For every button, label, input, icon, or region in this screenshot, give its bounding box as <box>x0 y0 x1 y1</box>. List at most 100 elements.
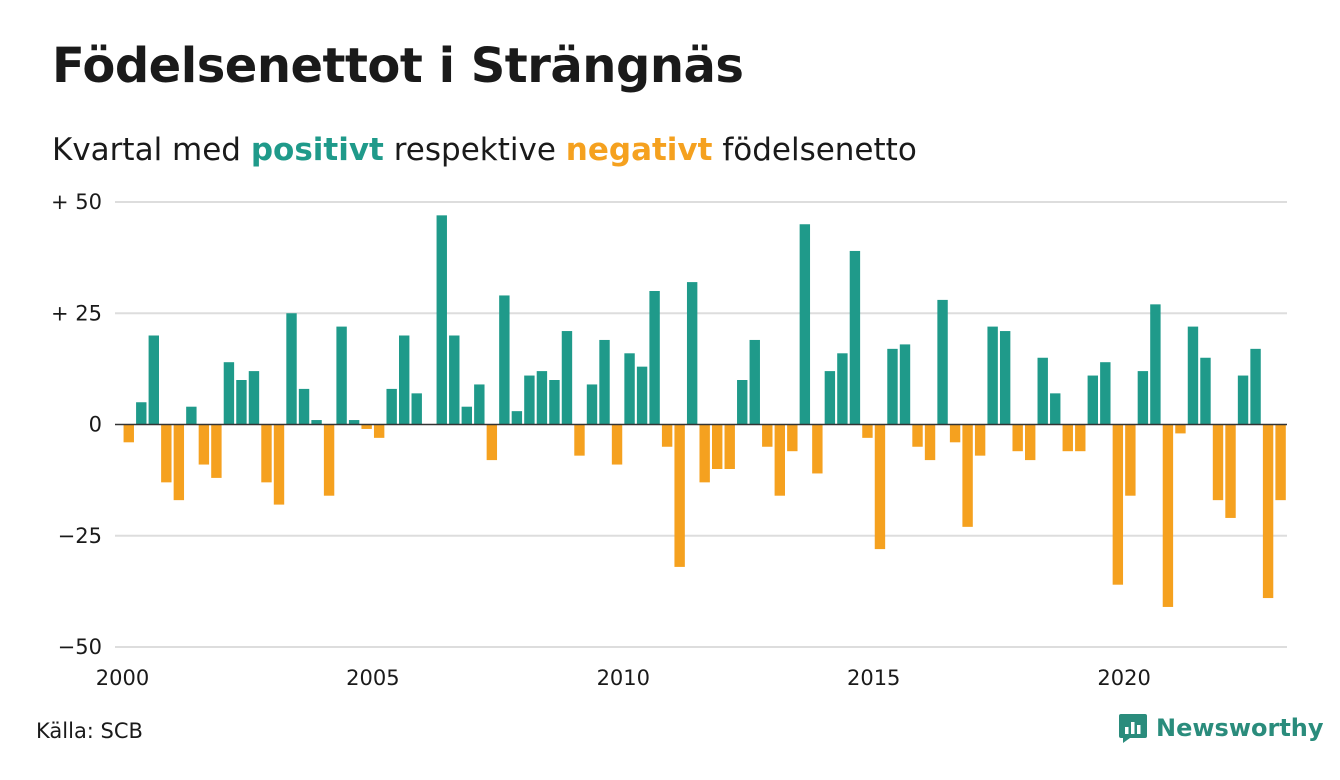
subtitle-negative-keyword: negativt <box>565 132 713 168</box>
bar-positive <box>386 388 397 425</box>
bar-negative <box>712 424 723 469</box>
bar-positive <box>636 366 648 425</box>
bar-positive <box>436 215 447 425</box>
bar-positive <box>737 380 748 425</box>
bar-negative <box>1162 424 1174 607</box>
bar-negative <box>862 424 873 438</box>
bar-positive <box>849 250 861 425</box>
bar-positive <box>311 420 322 425</box>
bar-negative <box>323 424 335 496</box>
bar-positive <box>524 375 535 425</box>
bar-negative <box>1062 424 1073 452</box>
bar-positive <box>1150 304 1161 425</box>
newsworthy-logo-icon <box>1119 714 1147 743</box>
bar-negative <box>1012 424 1023 452</box>
bar-negative <box>762 424 773 447</box>
bar-negative <box>1125 424 1136 496</box>
bar-negative <box>661 424 673 447</box>
bar-positive <box>449 335 460 425</box>
bar-positive <box>499 295 510 425</box>
bar-positive <box>148 335 159 425</box>
bar-negative <box>912 424 923 447</box>
chart-subtitle: Kvartal med positivt respektive negativt… <box>52 132 917 168</box>
brand-logo: Newsworthy <box>1118 712 1324 744</box>
bar-positive <box>549 380 560 425</box>
bar-positive <box>749 339 760 425</box>
bar-positive <box>186 406 197 425</box>
y-tick-label: + 50 <box>51 190 102 214</box>
bar-negative <box>1212 424 1224 501</box>
bar-positive <box>649 291 660 425</box>
bar-positive <box>286 313 297 425</box>
bar-positive <box>837 353 848 425</box>
y-tick-label: −50 <box>58 635 102 659</box>
subtitle-prefix: Kvartal med <box>52 132 251 168</box>
bar-positive <box>536 371 548 425</box>
bar-negative <box>1275 424 1286 501</box>
bar-negative <box>161 424 172 483</box>
bar-positive <box>899 344 911 425</box>
bar-negative <box>211 424 222 478</box>
y-axis-labels: + 50 + 25 0 −25 −50 <box>51 190 102 659</box>
bar-positive <box>411 393 422 425</box>
bar-negative <box>962 424 973 527</box>
bar-negative <box>611 424 623 465</box>
bar-chart: + 50 + 25 0 −25 −50 2000 2005 2010 2015 2020 <box>51 190 1287 690</box>
bars <box>123 215 1286 607</box>
bar-negative <box>724 424 735 469</box>
bar-negative <box>787 424 798 452</box>
bar-negative <box>924 424 936 461</box>
bar-negative <box>874 424 886 550</box>
x-tick-label: 2010 <box>597 666 650 690</box>
bar-positive <box>561 331 573 425</box>
bar-positive <box>599 339 610 425</box>
chart-title: Födelsenettot i Strängnäs <box>52 38 744 94</box>
bar-positive <box>461 406 472 425</box>
bar-negative <box>949 424 961 443</box>
bar-positive <box>1100 362 1111 425</box>
bar-positive <box>937 299 948 425</box>
y-tick-label: 0 <box>89 413 102 437</box>
bar-positive <box>248 371 260 425</box>
bar-negative <box>1112 424 1124 585</box>
brand-name: Newsworthy <box>1156 714 1324 742</box>
bar-negative <box>173 424 185 501</box>
bar-positive <box>799 224 811 425</box>
bar-positive <box>136 402 147 425</box>
bar-positive <box>1037 357 1048 425</box>
bar-negative <box>974 424 986 456</box>
x-tick-label: 2015 <box>847 666 900 690</box>
x-tick-label: 2000 <box>96 666 149 690</box>
bar-negative <box>812 424 823 474</box>
bar-positive <box>686 282 698 425</box>
bar-negative <box>574 424 585 456</box>
bar-positive <box>336 326 347 425</box>
bar-negative <box>1075 424 1086 452</box>
bar-positive <box>511 411 523 425</box>
bar-positive <box>586 384 598 425</box>
bar-negative <box>674 424 685 567</box>
bar-positive <box>1237 375 1249 425</box>
bar-positive <box>298 388 310 425</box>
bar-negative <box>1175 424 1186 434</box>
source-note: Källa: SCB <box>36 719 143 743</box>
bar-positive <box>399 335 410 425</box>
bar-negative <box>373 424 385 438</box>
subtitle-positive-keyword: positivt <box>250 132 384 168</box>
bar-positive <box>1137 371 1149 425</box>
gridlines <box>115 201 1287 648</box>
bar-positive <box>1200 357 1211 425</box>
bar-negative <box>198 424 210 465</box>
bar-negative <box>1025 424 1036 461</box>
bar-negative <box>699 424 710 483</box>
bar-positive <box>987 326 998 425</box>
bar-positive <box>1250 348 1261 425</box>
y-tick-label: −25 <box>58 524 102 548</box>
bar-negative <box>261 424 272 483</box>
bar-positive <box>1187 326 1199 425</box>
bar-positive <box>887 348 898 425</box>
bar-negative <box>774 424 785 496</box>
bar-positive <box>474 384 485 425</box>
x-tick-label: 2005 <box>346 666 399 690</box>
bar-positive <box>1050 393 1061 425</box>
